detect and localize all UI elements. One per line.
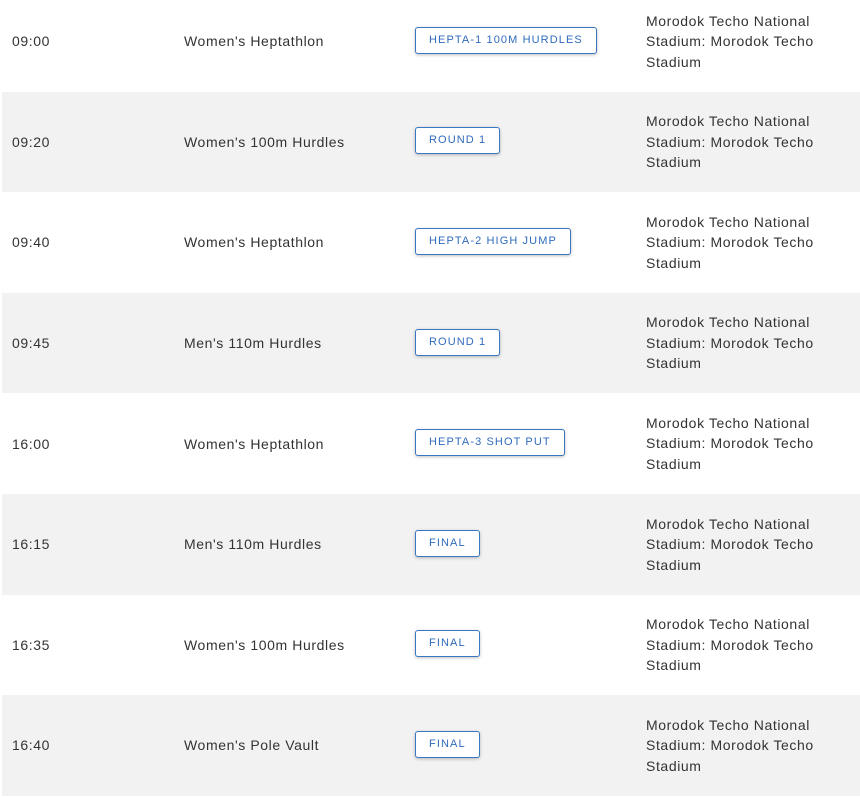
event-name: Women's 100m Hurdles <box>184 636 345 653</box>
event-time: 09:00 <box>12 33 51 50</box>
event-time: 16:15 <box>12 536 51 553</box>
phase-cell: HEPTA-3 SHOT PUT <box>415 393 565 494</box>
schedule-row: 09:20 Women's 100m Hurdles ROUND 1 Morodok … <box>2 91 860 193</box>
event-time: 09:20 <box>12 133 51 150</box>
event-name: Men's 110m Hurdles <box>184 536 322 553</box>
event-venue: Morodok Techo National Stadium: Morodok … <box>646 414 814 472</box>
phase-button[interactable]: HEPTA-1 100M HURDLES <box>415 26 597 54</box>
event-venue: Morodok Techo National Stadium: Morodok … <box>646 616 814 674</box>
schedule-row: 16:15 Men's 110m Hurdles FINAL Morodok Tech… <box>2 493 860 595</box>
event-time: 09:40 <box>12 234 51 251</box>
schedule-row: 16:40 Women's Pole Vault FINAL Morodok Tech… <box>2 695 860 796</box>
event-venue: Morodok Techo National Stadium: Morodok … <box>646 314 814 372</box>
event-time: 16:00 <box>12 435 51 452</box>
phase-button[interactable]: FINAL <box>415 529 480 557</box>
phase-button[interactable]: FINAL <box>415 730 480 758</box>
event-name: Women's Heptathlon <box>184 435 325 452</box>
event-name: Men's 110m Hurdles <box>184 335 322 352</box>
event-venue: Morodok Techo National Stadium: Morodok … <box>646 716 814 774</box>
phase-cell: ROUND 1 <box>415 293 501 394</box>
phase-button[interactable]: FINAL <box>415 630 480 658</box>
phase-cell: FINAL <box>415 494 480 595</box>
schedule-row: 09:40 Women's Heptathlon HEPTA-2 HIGH JUMP… <box>0 192 860 293</box>
phase-button[interactable]: ROUND 1 <box>415 127 501 155</box>
event-time: 09:45 <box>12 335 51 352</box>
event-time: 16:40 <box>12 737 51 754</box>
schedule-row: 16:00 Women's Heptathlon HEPTA-3 SHOT PUT M… <box>0 393 860 494</box>
phase-cell: HEPTA-1 100M HURDLES <box>415 0 597 92</box>
event-venue: Morodok Techo National Stadium: Morodok … <box>646 515 814 573</box>
schedule-row: 16:35 Women's 100m Hurdles FINAL Morodok Te… <box>0 595 860 696</box>
phase-button[interactable]: HEPTA-3 SHOT PUT <box>415 429 565 457</box>
event-venue: Morodok Techo National Stadium: Morodok … <box>646 213 814 271</box>
event-name: Women's Heptathlon <box>184 33 325 50</box>
phase-cell: HEPTA-2 HIGH JUMP <box>415 192 571 293</box>
schedule-row: 09:45 Men's 110m Hurdles ROUND 1 Morodok Te… <box>2 292 860 394</box>
phase-button[interactable]: ROUND 1 <box>415 328 501 356</box>
phase-cell: FINAL <box>415 595 480 696</box>
event-venue: Morodok Techo National Stadium: Morodok … <box>646 113 814 171</box>
phase-cell: FINAL <box>415 695 480 796</box>
event-name: Women's 100m Hurdles <box>184 133 345 150</box>
event-name: Women's Pole Vault <box>184 737 320 754</box>
phase-button[interactable]: HEPTA-2 HIGH JUMP <box>415 227 571 255</box>
event-name: Women's Heptathlon <box>184 234 325 251</box>
phase-cell: ROUND 1 <box>415 92 501 193</box>
event-time: 16:35 <box>12 636 51 653</box>
schedule-row: 09:00 Women's Heptathlon HEPTA-1 100M HURD… <box>0 0 860 92</box>
event-venue: Morodok Techo National Stadium: Morodok … <box>646 12 814 70</box>
